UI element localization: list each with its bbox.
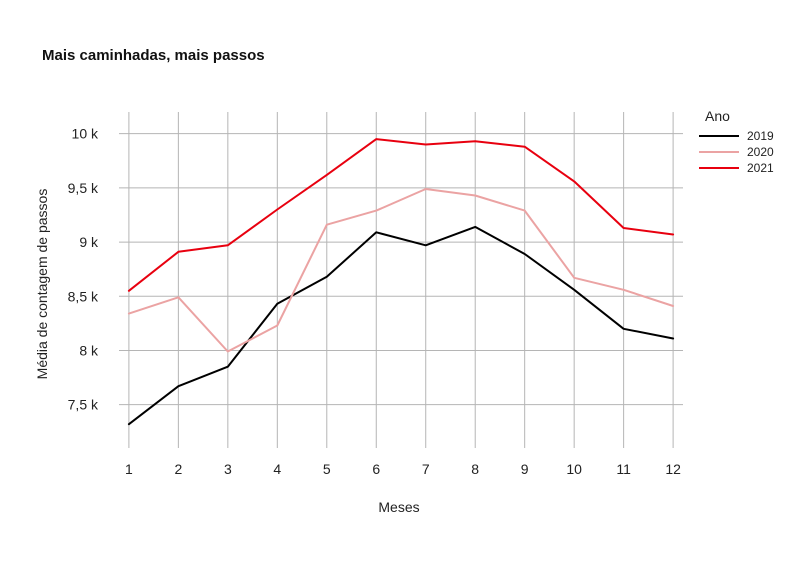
series-lines — [127, 138, 675, 426]
grid — [119, 112, 683, 448]
y-tick-label: 9,5 k — [68, 180, 99, 196]
y-tick-label: 9 k — [79, 234, 99, 250]
x-tick-label: 3 — [224, 461, 232, 477]
x-tick-label: 6 — [372, 461, 380, 477]
x-tick-label: 2 — [174, 461, 182, 477]
legend-label: 2019 — [747, 129, 774, 143]
series-line-2020 — [127, 188, 675, 353]
legend-label: 2021 — [747, 161, 774, 175]
y-tick-label: 8,5 k — [68, 288, 99, 304]
series-line-2021 — [127, 138, 675, 292]
x-tick-label: 10 — [566, 461, 582, 477]
x-tick-label: 1 — [125, 461, 133, 477]
chart-title: Mais caminhadas, mais passos — [42, 47, 265, 64]
y-tick-label: 7,5 k — [68, 397, 99, 413]
x-tick-label: 5 — [323, 461, 331, 477]
legend-title: Ano — [705, 108, 730, 124]
x-tick-label: 9 — [521, 461, 529, 477]
y-axis-ticks: 7,5 k 8 k 8,5 k 9 k 9,5 k 10 k — [68, 126, 99, 413]
x-tick-label: 8 — [471, 461, 479, 477]
series-line-2019 — [127, 225, 675, 426]
x-axis-ticks: 1 2 3 4 5 6 7 8 9 10 11 12 — [125, 461, 681, 477]
x-tick-label: 12 — [665, 461, 681, 477]
y-tick-label: 8 k — [79, 342, 99, 358]
x-axis-title: Meses — [378, 499, 419, 515]
x-tick-label: 11 — [616, 461, 631, 477]
x-tick-label: 4 — [273, 461, 281, 477]
y-tick-label: 10 k — [72, 126, 99, 142]
legend-label: 2020 — [747, 145, 774, 159]
legend: Ano 2019 2020 2021 — [699, 108, 774, 175]
x-tick-label: 7 — [422, 461, 430, 477]
legend-items: 2019 2020 2021 — [699, 129, 774, 175]
y-axis-title: Média de contagem de passos — [34, 189, 50, 380]
